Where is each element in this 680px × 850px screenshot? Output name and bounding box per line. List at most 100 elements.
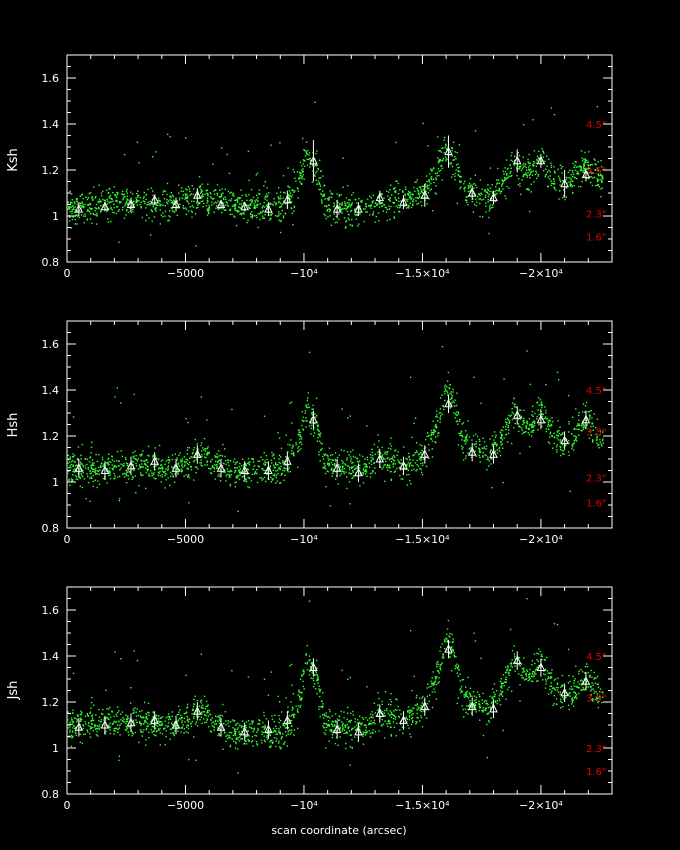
hsh-raw-point xyxy=(260,456,262,458)
jsh-raw-point xyxy=(314,688,317,690)
hsh-raw-point xyxy=(530,431,532,433)
hsh-raw-point xyxy=(327,470,329,473)
ksh-raw-point xyxy=(310,163,312,166)
jsh-raw-point xyxy=(290,725,293,727)
ksh-raw-point xyxy=(469,186,471,188)
ksh-raw-point xyxy=(324,198,326,200)
hsh-raw-point xyxy=(86,463,88,466)
ksh-raw-point xyxy=(236,200,239,202)
jsh-raw-point xyxy=(482,709,485,711)
hsh-raw-point xyxy=(308,425,311,427)
ksh-raw-point xyxy=(328,198,330,200)
hsh-raw-point xyxy=(127,475,129,477)
ksh-raw-point xyxy=(182,190,185,192)
hsh-raw-point xyxy=(523,422,525,424)
ksh-raw-point xyxy=(409,196,412,198)
ksh-raw-point xyxy=(487,192,489,195)
ksh-raw-point xyxy=(190,193,192,195)
hsh-raw-point xyxy=(370,456,372,459)
ksh-raw-point xyxy=(69,208,71,210)
jsh-raw-point xyxy=(218,728,220,730)
ksh-raw-point xyxy=(344,227,347,229)
ksh-raw-point xyxy=(542,151,545,153)
hsh-binned-point xyxy=(489,449,498,458)
ksh-raw-point xyxy=(600,160,602,162)
ksh-raw-point xyxy=(236,201,239,203)
hsh-raw-point xyxy=(382,456,384,459)
hsh-raw-point xyxy=(571,444,573,446)
ksh-raw-point xyxy=(489,208,491,210)
ksh-raw-point xyxy=(87,203,89,206)
ksh-raw-point xyxy=(168,215,170,217)
hsh-raw-point xyxy=(503,378,505,380)
hsh-raw-point xyxy=(572,443,574,445)
ksh-raw-point xyxy=(86,219,88,221)
ksh-raw-point xyxy=(404,194,406,197)
jsh-raw-point xyxy=(597,697,600,699)
hsh-binned-point xyxy=(536,414,546,424)
hsh-raw-point xyxy=(547,423,549,426)
hsh-raw-point xyxy=(287,451,289,453)
ksh-raw-point xyxy=(303,149,305,151)
ksh-raw-point xyxy=(488,232,490,235)
ksh-raw-point xyxy=(116,196,118,199)
ksh-raw-point xyxy=(428,179,430,181)
jsh-raw-point xyxy=(417,706,419,708)
ksh-raw-point xyxy=(553,183,556,185)
ksh-raw-point xyxy=(262,217,264,220)
ksh-raw-point xyxy=(289,192,292,194)
ksh-raw-point xyxy=(291,196,293,198)
ksh-raw-point xyxy=(488,210,491,212)
ksh-raw-point xyxy=(426,203,428,205)
hsh-raw-point xyxy=(446,380,449,382)
jsh-raw-point xyxy=(531,664,533,666)
ksh-raw-point xyxy=(426,184,428,187)
ksh-raw-point xyxy=(528,162,530,164)
jsh-raw-point xyxy=(261,726,263,728)
jsh-raw-point xyxy=(352,727,354,729)
jsh-raw-point xyxy=(544,659,546,661)
hsh-raw-point xyxy=(285,456,287,458)
jsh-raw-point xyxy=(93,704,95,706)
ksh-raw-point xyxy=(201,190,204,192)
hsh-raw-point xyxy=(135,458,138,461)
jsh-raw-point xyxy=(76,719,79,721)
ksh-raw-point xyxy=(278,197,280,199)
ksh-raw-point xyxy=(479,179,481,181)
ksh-raw-point xyxy=(550,184,552,186)
ksh-raw-point xyxy=(250,211,253,213)
ksh-raw-point xyxy=(130,191,132,193)
jsh-raw-point xyxy=(151,718,154,720)
jsh-raw-point xyxy=(371,731,373,734)
hsh-raw-point xyxy=(451,395,454,397)
jsh-raw-point xyxy=(183,717,186,719)
ksh-raw-point xyxy=(264,198,266,200)
jsh-raw-point xyxy=(298,690,300,693)
hsh-raw-point xyxy=(393,471,396,473)
ksh-raw-point xyxy=(166,193,168,196)
ksh-raw-point xyxy=(339,205,341,207)
jsh-raw-point xyxy=(107,713,109,715)
ksh-binned-point xyxy=(74,203,84,213)
jsh-raw-point xyxy=(130,687,132,689)
hsh-raw-point xyxy=(349,503,351,505)
ksh-raw-point xyxy=(371,202,374,204)
jsh-raw-point xyxy=(352,714,355,716)
hsh-raw-point xyxy=(239,462,241,465)
jsh-raw-point xyxy=(293,715,295,718)
ksh-raw-point xyxy=(172,203,175,205)
hsh-raw-point xyxy=(494,436,497,439)
ksh-raw-point xyxy=(412,200,414,202)
hsh-raw-point xyxy=(145,487,147,490)
ksh-raw-point xyxy=(496,179,498,181)
ksh-raw-point xyxy=(451,155,453,157)
ksh-raw-point xyxy=(90,208,92,211)
hsh-raw-point xyxy=(253,465,255,467)
hsh-raw-point xyxy=(431,456,434,458)
jsh-raw-point xyxy=(370,723,373,725)
hsh-raw-point xyxy=(386,465,388,467)
ksh-raw-point xyxy=(504,170,507,173)
ksh-raw-point xyxy=(144,202,146,205)
jsh-raw-point xyxy=(167,725,169,727)
jsh-raw-point xyxy=(485,707,488,709)
